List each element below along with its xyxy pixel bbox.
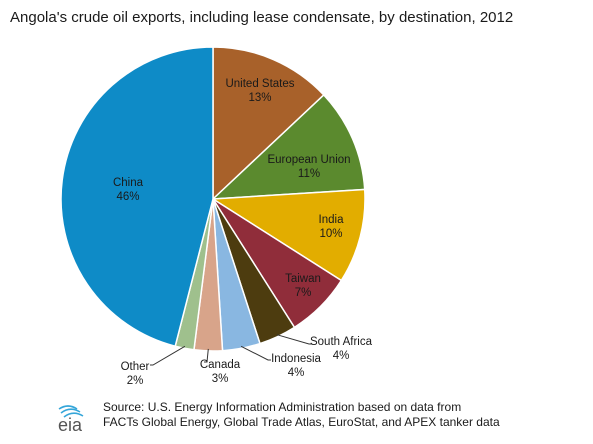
slice-name-european-union: European Union bbox=[267, 154, 350, 166]
slice-name-canada: Canada bbox=[200, 359, 241, 371]
chart-title: Angola's crude oil exports, including le… bbox=[10, 9, 514, 26]
pie-slice-united-states bbox=[212, 46, 325, 201]
source-line-1: Source: U.S. Energy Information Administ… bbox=[103, 400, 462, 414]
slice-label-united-states: United States 13% bbox=[225, 78, 294, 104]
slice-label-other: Other 2% bbox=[121, 361, 150, 387]
slice-label-south-africa: South Africa 4% bbox=[310, 336, 373, 362]
slice-value-china: 46% bbox=[116, 191, 139, 203]
pie-slice-european-union bbox=[210, 93, 366, 200]
source-note: Source: U.S. Energy Information Administ… bbox=[103, 400, 500, 430]
eia-logo-text: eia bbox=[58, 415, 83, 434]
slice-name-india: India bbox=[319, 214, 345, 226]
slice-name-united-states: United States bbox=[225, 78, 294, 90]
slice-name-indonesia: Indonesia bbox=[271, 353, 321, 365]
slice-value-other: 2% bbox=[127, 375, 144, 387]
slice-value-india: 10% bbox=[319, 228, 342, 240]
slice-value-european-union: 11% bbox=[298, 168, 320, 180]
slice-label-taiwan: Taiwan 7% bbox=[285, 273, 321, 299]
slice-value-indonesia: 4% bbox=[288, 367, 305, 379]
leader-line-south-africa bbox=[276, 334, 312, 345]
slice-name-south-africa: South Africa bbox=[310, 336, 373, 348]
leader-line-other bbox=[150, 345, 186, 366]
slice-name-taiwan: Taiwan bbox=[285, 273, 321, 285]
slice-value-canada: 3% bbox=[212, 373, 229, 385]
slice-label-china: China 46% bbox=[113, 177, 144, 203]
slice-value-taiwan: 7% bbox=[295, 287, 312, 299]
pie-slice-india bbox=[210, 188, 366, 282]
eia-logo: eia bbox=[55, 400, 91, 435]
source-line-2: FACTs Global Energy, Global Trade Atlas,… bbox=[103, 415, 500, 429]
leader-line-indonesia bbox=[240, 345, 271, 361]
slice-label-india: India 10% bbox=[319, 214, 345, 240]
slice-name-other: Other bbox=[121, 361, 150, 373]
slice-label-european-union: European Union 11% bbox=[267, 154, 350, 180]
slice-label-indonesia: Indonesia 4% bbox=[271, 353, 321, 379]
slice-value-united-states: 13% bbox=[248, 92, 271, 104]
slice-label-canada: Canada 3% bbox=[200, 359, 241, 385]
slice-value-south-africa: 4% bbox=[333, 350, 350, 362]
pie-slice-china bbox=[60, 46, 214, 348]
leader-line-canada bbox=[204, 348, 209, 363]
slice-name-china: China bbox=[113, 177, 144, 189]
